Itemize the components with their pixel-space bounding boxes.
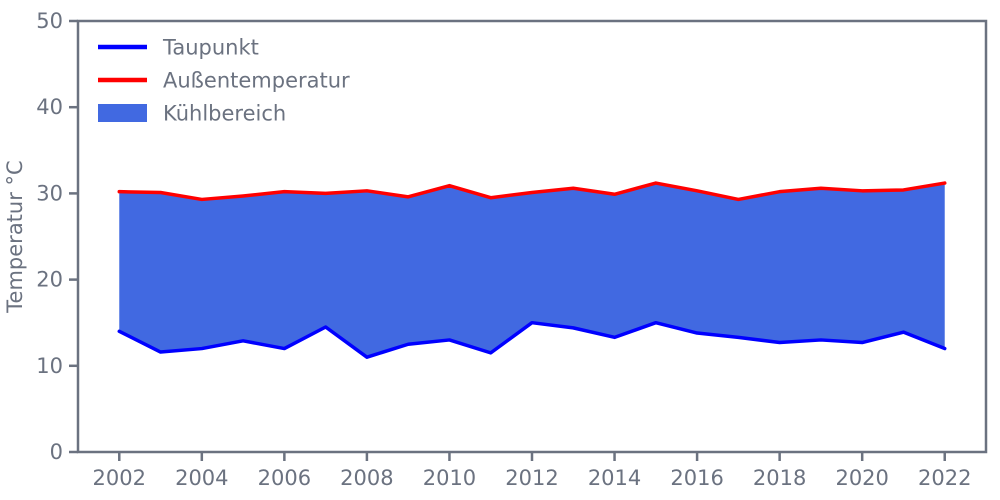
x-axis-tick-label: 2006 bbox=[258, 466, 311, 490]
legend-label: Außentemperatur bbox=[163, 69, 350, 93]
y-axis-tick-label: 10 bbox=[36, 354, 63, 378]
x-axis-tick-label: 2020 bbox=[835, 466, 888, 490]
x-axis-tick-label: 2010 bbox=[423, 466, 476, 490]
x-axis-tick-label: 2014 bbox=[588, 466, 641, 490]
y-axis-tick-label: 50 bbox=[36, 9, 63, 33]
legend-swatch-kuehlbereich-patch bbox=[98, 104, 147, 122]
kuehlbereich-area bbox=[119, 183, 945, 358]
x-axis-tick-label: 2022 bbox=[918, 466, 971, 490]
x-axis-tick-label: 2016 bbox=[670, 466, 723, 490]
x-axis-tick-label: 2012 bbox=[505, 466, 558, 490]
x-axis-tick-label: 2018 bbox=[753, 466, 806, 490]
x-axis-tick-label: 2004 bbox=[175, 466, 228, 490]
y-axis-tick-label: 20 bbox=[36, 268, 63, 292]
y-axis-tick-label: 40 bbox=[36, 95, 63, 119]
y-axis-tick-label: 30 bbox=[36, 181, 63, 205]
x-axis-tick-label: 2002 bbox=[93, 466, 146, 490]
legend-label: Taupunkt bbox=[162, 36, 259, 60]
x-axis-tick-label: 2008 bbox=[340, 466, 393, 490]
y-axis-tick-label: 0 bbox=[50, 440, 63, 464]
y-axis-label: Temperatur °C bbox=[3, 160, 27, 313]
taupunkt-line bbox=[117, 320, 947, 359]
legend-label: Kühlbereich bbox=[163, 102, 286, 126]
aussentemperatur-line bbox=[117, 181, 947, 202]
